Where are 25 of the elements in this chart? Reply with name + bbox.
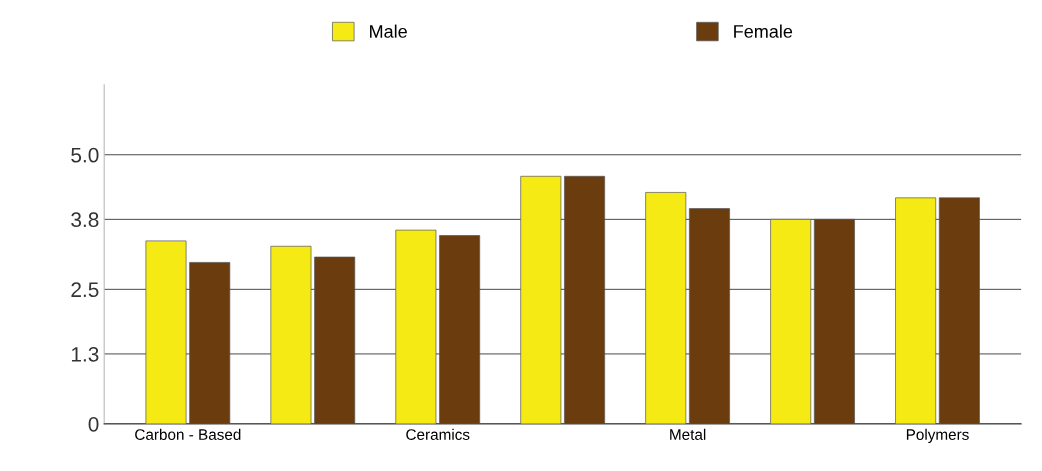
bar <box>395 229 437 424</box>
bar <box>813 219 855 424</box>
bar <box>645 192 687 424</box>
legend-label: Female <box>734 24 793 38</box>
bar <box>689 208 730 424</box>
x-tick-label: Metal <box>670 428 706 440</box>
bar <box>145 240 187 424</box>
x-tick-label: Polymers <box>906 428 969 443</box>
x-tick-label: Ceramics <box>406 428 470 440</box>
bar <box>564 175 606 424</box>
bar <box>189 262 231 424</box>
bar <box>439 235 481 424</box>
bar <box>938 197 980 424</box>
y-tick-label: 3.8 <box>71 212 99 228</box>
bar <box>770 219 812 424</box>
bar <box>520 175 562 424</box>
y-tick-label: 2.5 <box>71 282 99 298</box>
y-tick-label: 0 <box>88 416 99 432</box>
bar <box>270 245 312 424</box>
x-tick-label: Carbon - Based <box>135 428 241 440</box>
y-tick-label: 5.0 <box>71 147 99 163</box>
bar <box>314 256 356 424</box>
y-tick-label: 1.3 <box>71 346 99 362</box>
legend-label: Male <box>370 24 407 38</box>
bar <box>895 197 937 424</box>
